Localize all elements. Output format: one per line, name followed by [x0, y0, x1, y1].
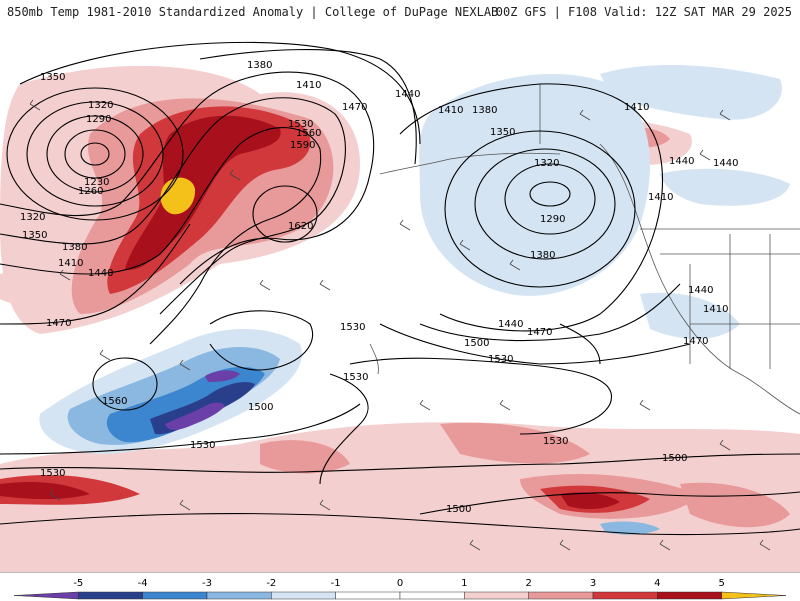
contour-label: 1410 — [648, 192, 673, 203]
colorbar-segment — [721, 591, 787, 600]
contour-label: 1380 — [247, 60, 272, 71]
contour-label: 1440 — [498, 319, 523, 330]
contour-label: 1260 — [78, 186, 103, 197]
contour-label: 1410 — [58, 258, 83, 269]
contour-label: 1470 — [342, 102, 367, 113]
colorbar-segment — [206, 591, 272, 600]
contour-label: 1380 — [530, 250, 555, 261]
colorbar-tick-label: 3 — [590, 578, 596, 589]
contour-label: 1320 — [20, 212, 45, 223]
contour-label: 1440 — [88, 268, 113, 279]
anomaly-shading — [0, 64, 800, 572]
contour-label: 1440 — [713, 158, 738, 169]
colorbar-tick-label: 0 — [397, 578, 403, 589]
colorbar-tick-label: -1 — [331, 578, 341, 589]
colorbar-tick-label: -2 — [266, 578, 276, 589]
wind-barbs — [29, 99, 771, 551]
colorbar-tick-label: -4 — [138, 578, 148, 589]
contour-labels: 1350 1320 1290 1230 1260 1320 1350 1380 … — [20, 60, 738, 515]
contour-label: 1530 — [543, 436, 568, 447]
contour-label: 1350 — [22, 230, 47, 241]
colorbar-segment — [13, 591, 79, 600]
contour-label: 1440 — [395, 89, 420, 100]
contour-label: 1470 — [527, 327, 552, 338]
contour-label: 1500 — [248, 402, 273, 413]
contour-label: 1500 — [446, 504, 471, 515]
colorbar-tick-label: 4 — [654, 578, 660, 589]
map-header: 850mb Temp 1981-2010 Standardized Anomal… — [0, 0, 800, 25]
colorbar-canvas: -5 -4 -3 -2 -1 0 1 2 3 4 5 — [13, 578, 787, 600]
anomaly-colorbar: -5 -4 -3 -2 -1 0 1 2 3 4 5 — [0, 572, 800, 601]
colorbar-segment — [271, 591, 336, 600]
contour-label: 1410 — [438, 105, 463, 116]
anomaly-map: 1350 1320 1290 1230 1260 1320 1350 1380 … — [0, 24, 800, 572]
contour-label: 1440 — [688, 285, 713, 296]
contour-label: 1530 — [190, 440, 215, 451]
contour-label: 1320 — [88, 100, 113, 111]
contour-label: 1470 — [46, 318, 71, 329]
contour-label: 1290 — [86, 114, 111, 125]
height-contours — [0, 41, 800, 536]
colorbar-segment — [464, 591, 529, 600]
contour-label: 1290 — [540, 214, 565, 225]
colorbar-segment — [335, 591, 401, 600]
contour-label: 1410 — [703, 304, 728, 315]
colorbar-tick-label: 5 — [718, 578, 724, 589]
contour-label: 1410 — [624, 102, 649, 113]
colorbar-tick-label: 1 — [461, 578, 467, 589]
contour-label: 1530 — [40, 468, 65, 479]
contour-label: 1560 — [102, 396, 127, 407]
map-canvas: 1350 1320 1290 1230 1260 1320 1350 1380 … — [0, 41, 800, 572]
contour-label: 1560 — [296, 128, 321, 139]
contour-label: 1470 — [683, 336, 708, 347]
colorbar-segment — [78, 591, 143, 600]
colorbar-segment — [528, 591, 594, 600]
contour-label: 1380 — [62, 242, 87, 253]
contour-label: 1230 — [84, 177, 109, 188]
contour-label: 1530 — [340, 322, 365, 333]
contour-label: 1410 — [296, 80, 321, 91]
model-valid-time: 00Z GFS | F108 Valid: 12Z SAT MAR 29 202… — [495, 5, 792, 19]
colorbar-tick-label: -5 — [73, 578, 83, 589]
colorbar-segment — [657, 591, 722, 600]
contour-label: 1590 — [290, 140, 315, 151]
contour-label: 1530 — [488, 354, 513, 365]
geopolitical-boundaries — [369, 84, 800, 415]
product-title: 850mb Temp 1981-2010 Standardized Anomal… — [7, 5, 499, 19]
contour-label: 1350 — [40, 72, 65, 83]
contour-label: 1500 — [662, 453, 687, 464]
colorbar-segment — [592, 591, 658, 600]
colorbar-segment — [142, 591, 208, 600]
contour-label: 1530 — [288, 119, 313, 130]
contour-label: 1440 — [669, 156, 694, 167]
contour-label: 1500 — [464, 338, 489, 349]
colorbar-segment — [399, 591, 465, 600]
contour-label: 1320 — [534, 158, 559, 169]
contour-label: 1530 — [343, 372, 368, 383]
contour-label: 1620 — [288, 221, 313, 232]
contour-label: 1380 — [472, 105, 497, 116]
colorbar-tick-labels: -5 -4 -3 -2 -1 0 1 2 3 4 5 — [73, 578, 725, 589]
contour-label: 1350 — [490, 127, 515, 138]
colorbar-tick-label: 2 — [525, 578, 531, 589]
colorbar-tick-label: -3 — [202, 578, 212, 589]
colorbar-segments — [13, 591, 787, 600]
